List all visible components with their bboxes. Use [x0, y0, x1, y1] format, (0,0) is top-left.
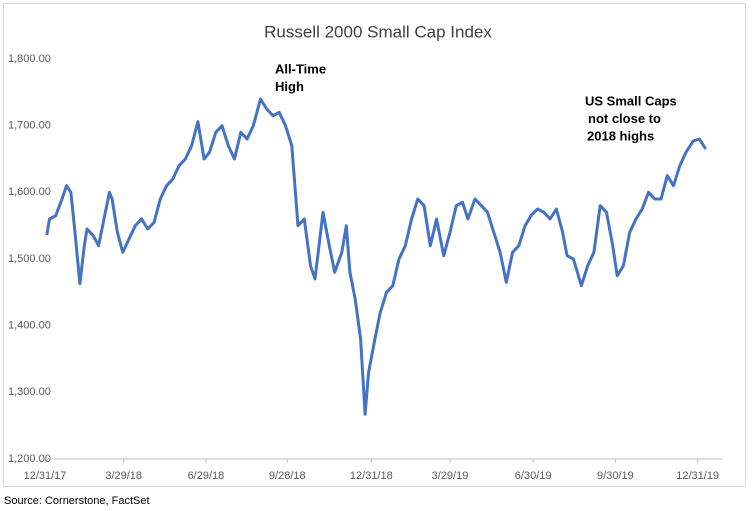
y-tick-label: 1,300.00: [8, 386, 51, 398]
y-tick-label: 1,600.00: [8, 186, 51, 198]
index-line: [45, 97, 707, 416]
chart-title: Russell 2000 Small Cap Index: [264, 22, 492, 41]
y-tick-label: 1,800.00: [8, 53, 51, 65]
source-note: Source: Cornerstone, FactSet: [4, 495, 150, 507]
x-tick-label: 12/31/18: [350, 470, 393, 482]
x-tick-label: 9/28/18: [269, 470, 306, 482]
annotation: 2018 highs: [587, 128, 654, 143]
x-tick-label: 12/31/19: [676, 470, 719, 482]
x-tick-label: 3/29/19: [432, 470, 469, 482]
x-tick-label: 3/29/18: [105, 470, 142, 482]
y-tick-label: 1,700.00: [8, 120, 51, 132]
x-tick-label: 9/30/19: [597, 470, 634, 482]
y-tick-label: 1,200.00: [8, 453, 51, 465]
annotation: All-Time: [275, 61, 326, 76]
y-tick-label: 1,400.00: [8, 320, 51, 332]
y-tick-label: 1,500.00: [8, 253, 51, 265]
x-tick-label: 6/29/18: [188, 470, 225, 482]
annotation: not close to: [588, 111, 661, 126]
x-tick-label: 12/31/17: [24, 470, 67, 482]
chart-frame: [3, 3, 746, 487]
x-tick-label: 6/30/19: [515, 470, 552, 482]
annotation: US Small Caps: [585, 93, 677, 108]
annotation: High: [275, 79, 304, 94]
